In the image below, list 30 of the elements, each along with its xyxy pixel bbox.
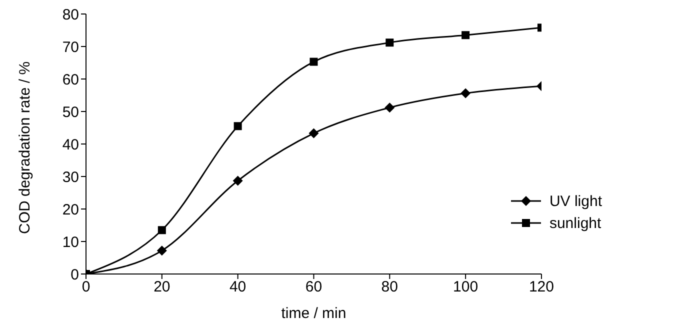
point [232, 176, 243, 186]
point [308, 128, 319, 138]
y-tick-label: 60 [62, 71, 79, 88]
x-tick-label: 120 [528, 278, 554, 296]
point [234, 122, 242, 130]
x-tick-label: 80 [381, 278, 398, 296]
point [310, 58, 318, 66]
point [460, 88, 471, 98]
y-axis-title: COD degradation rate / % [16, 61, 34, 234]
y-tick-label: 20 [62, 201, 79, 218]
point [384, 102, 395, 113]
y-tick-label: 10 [62, 234, 79, 251]
y-tick-label: 70 [62, 38, 79, 56]
point [462, 31, 470, 40]
y-tick-label: 50 [62, 104, 79, 121]
y-tick-label: 0 [70, 266, 79, 284]
x-axis-title: time / min [281, 305, 346, 322]
point [156, 246, 167, 256]
y-tick-label: 40 [62, 136, 79, 154]
x-tick-label: 0 [82, 278, 90, 296]
y-tick-label: 30 [62, 168, 79, 186]
x-tick-label: 100 [453, 278, 478, 296]
y-tick-label: 80 [62, 6, 79, 24]
x-tick-label: 40 [229, 278, 246, 296]
point [158, 226, 166, 234]
legend-label: UV light [549, 192, 602, 210]
point [386, 38, 394, 47]
legend-label: sunlight [549, 214, 602, 232]
x-tick-label: 60 [305, 278, 322, 296]
x-tick-label: 20 [154, 278, 170, 296]
